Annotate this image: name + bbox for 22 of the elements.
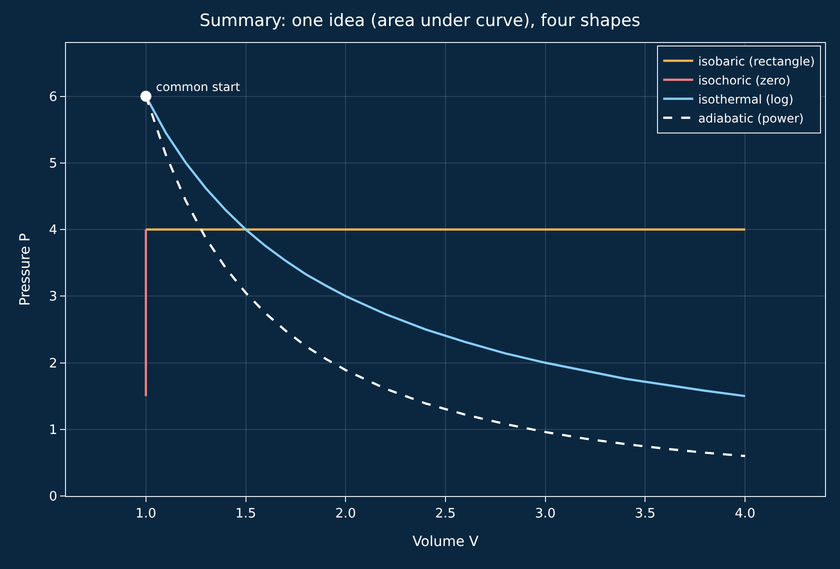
y-tick-label: 4 — [49, 223, 58, 238]
y-tick-label: 0 — [49, 490, 58, 505]
x-tick-label: 4.0 — [734, 506, 756, 522]
legend-label: isobaric (rectangle) — [698, 54, 815, 68]
legend-label: adiabatic (power) — [698, 111, 804, 126]
x-tick-label: 2.5 — [435, 506, 456, 522]
y-tick-label: 3 — [49, 290, 58, 305]
legend-label: isochoric (zero) — [698, 73, 790, 88]
y-axis-title: Pressure P — [18, 233, 34, 306]
x-tick-label: 3.5 — [634, 506, 656, 522]
chart-title: Summary: one idea (area under curve), four shapes — [200, 11, 641, 32]
x-tick-label: 3.0 — [535, 506, 556, 522]
x-tick-label: 1.0 — [136, 506, 156, 522]
x-axis-title: Volume V — [412, 534, 479, 550]
y-tick-label: 1 — [49, 422, 58, 438]
y-tick-label: 6 — [49, 90, 58, 105]
x-tick-label: 1.5 — [235, 506, 256, 522]
y-tick-label: 5 — [49, 156, 58, 172]
x-tick-label: 2.0 — [335, 506, 356, 522]
y-tick-label: 2 — [49, 356, 58, 372]
annotation: common start — [156, 80, 240, 94]
legend-label: isothermal (log) — [698, 92, 794, 106]
